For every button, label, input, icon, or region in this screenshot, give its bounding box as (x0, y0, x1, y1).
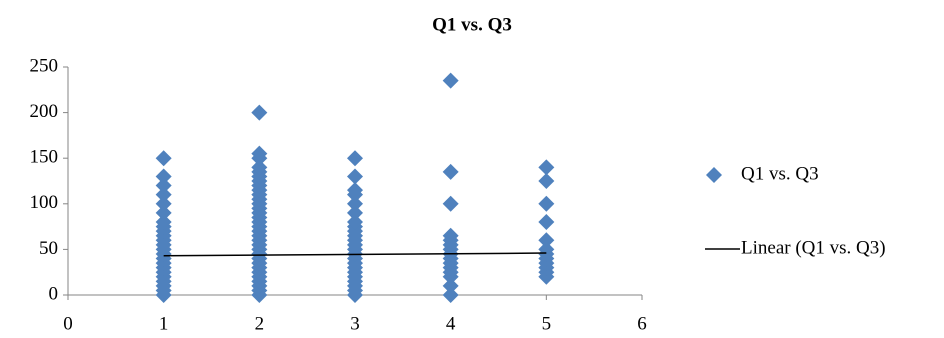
y-tick-label: 200 (30, 101, 59, 122)
scatter-point (155, 204, 172, 221)
scatter-point (538, 232, 555, 249)
legend-label: Linear (Q1 vs. Q3) (741, 237, 886, 258)
x-tick-label: 2 (255, 313, 265, 334)
trend-line (163, 252, 547, 257)
y-tick-label: 150 (30, 147, 59, 168)
y-tick-label: 0 (49, 283, 59, 304)
scatter-point (155, 186, 172, 203)
scatter-point (347, 195, 363, 212)
scatter-point (347, 182, 363, 199)
scatter-point (442, 163, 459, 180)
y-tick-label: 100 (30, 192, 59, 213)
scatter-point (538, 173, 555, 189)
scatter-point (347, 168, 363, 185)
scatter-point (442, 72, 459, 89)
scatter-point (251, 145, 268, 162)
x-tick-label: 0 (63, 313, 73, 334)
scatter-point (155, 168, 172, 185)
legend-marker (706, 167, 722, 183)
legend-label: Q1 vs. Q3 (741, 163, 819, 184)
scatter-point (251, 159, 268, 176)
scatter-point (155, 195, 172, 212)
scatter-point (538, 195, 555, 212)
y-tick-label: 50 (39, 238, 58, 259)
chart-title: Q1 vs. Q3 (432, 14, 512, 35)
scatter-point (251, 104, 268, 121)
x-tick-label: 4 (446, 313, 456, 334)
scatter-point (155, 150, 172, 167)
scatter-point (347, 150, 363, 167)
scatter-point (347, 204, 363, 221)
scatter-point (538, 159, 555, 176)
x-tick-label: 5 (542, 313, 552, 334)
y-tick-label: 250 (30, 55, 59, 76)
x-tick-label: 6 (637, 313, 647, 334)
scatter-point (347, 214, 363, 231)
scatter-point (442, 287, 459, 303)
x-tick-label: 1 (159, 313, 169, 334)
x-tick-label: 3 (350, 313, 360, 334)
scatter-point (155, 214, 172, 231)
scatter-point (538, 214, 555, 231)
scatter-point (442, 195, 459, 212)
scatter-point (442, 277, 459, 294)
scatter-point (442, 227, 459, 244)
scatter-point (155, 177, 172, 194)
